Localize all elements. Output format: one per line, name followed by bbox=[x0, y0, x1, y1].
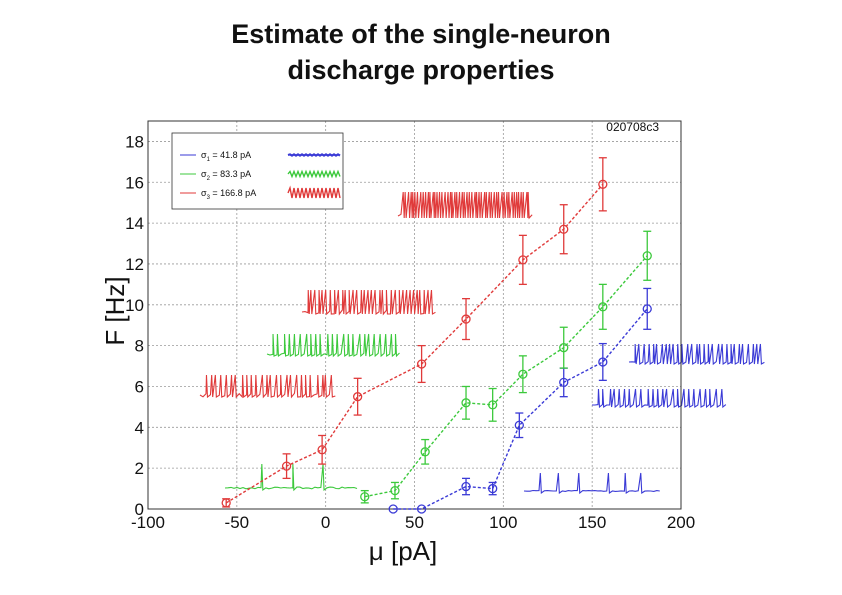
spike-trace bbox=[523, 472, 660, 495]
data-point bbox=[461, 481, 471, 492]
data-point bbox=[420, 447, 430, 457]
series-2 bbox=[360, 230, 652, 504]
data-point bbox=[360, 492, 370, 502]
x-axis-label: μ [pA] bbox=[369, 536, 437, 566]
spike-trace-insets bbox=[199, 191, 765, 495]
data-point bbox=[416, 359, 427, 369]
legend-box bbox=[171, 132, 344, 210]
data-point bbox=[352, 392, 363, 402]
y-tick-label: 12 bbox=[125, 255, 144, 274]
recording-id-annotation: 020708c3 bbox=[606, 120, 659, 134]
data-point bbox=[488, 483, 498, 494]
data-point bbox=[642, 251, 652, 261]
spike-trace bbox=[628, 343, 765, 366]
data-point bbox=[559, 343, 569, 353]
series-3 bbox=[221, 157, 608, 508]
legend-trace-swatch bbox=[287, 153, 341, 157]
y-tick-label: 8 bbox=[135, 337, 144, 356]
series-line bbox=[225, 183, 604, 504]
y-tick-label: 10 bbox=[125, 296, 144, 315]
legend: σ1 = 41.8 pA σ2 = 83.3 pA σ3 = 166.8 pA bbox=[171, 132, 344, 210]
data-point bbox=[461, 314, 471, 324]
data-point bbox=[388, 504, 398, 514]
chart-title-line-1: Estimate of the single-neuron bbox=[231, 19, 611, 49]
data-point bbox=[518, 255, 528, 265]
series-1 bbox=[388, 287, 652, 514]
data-point bbox=[488, 400, 498, 410]
data-point bbox=[642, 304, 652, 314]
data-point bbox=[461, 398, 471, 408]
y-tick-label: 4 bbox=[135, 418, 144, 437]
chart-title-line-2: discharge properties bbox=[287, 55, 555, 85]
legend-trace-swatch bbox=[287, 169, 341, 179]
y-tick-label: 2 bbox=[135, 459, 144, 478]
y-axis-label: F [Hz] bbox=[100, 276, 130, 345]
data-point bbox=[559, 377, 569, 388]
data-point bbox=[281, 461, 292, 471]
data-point bbox=[416, 504, 427, 514]
data-point bbox=[598, 179, 608, 189]
x-tick-label: 50 bbox=[405, 513, 424, 532]
data-point bbox=[514, 420, 524, 430]
y-tick-label: 18 bbox=[125, 132, 144, 151]
data-point bbox=[317, 445, 327, 455]
y-tick-label: 0 bbox=[135, 500, 144, 519]
data-point bbox=[559, 224, 569, 234]
spike-trace bbox=[301, 289, 436, 316]
tick-labels: -100 -50 0 50 100 150 200 0 2 4 6 8 10 12 14 16 18 bbox=[125, 132, 695, 532]
spike-trace bbox=[199, 374, 336, 399]
y-tick-label: 6 bbox=[135, 377, 144, 396]
y-tick-label: 16 bbox=[125, 173, 144, 192]
spike-trace bbox=[266, 333, 400, 358]
spike-trace bbox=[397, 191, 533, 220]
data-point bbox=[390, 485, 400, 496]
x-tick-label: 0 bbox=[321, 513, 330, 532]
legend-trace-swatch bbox=[287, 185, 341, 199]
data-series bbox=[221, 157, 652, 514]
x-tick-label: -100 bbox=[131, 513, 165, 532]
data-point bbox=[598, 302, 608, 312]
x-tick-label: 150 bbox=[578, 513, 606, 532]
x-tick-label: 100 bbox=[489, 513, 517, 532]
y-tick-label: 14 bbox=[125, 214, 144, 233]
x-tick-label: 200 bbox=[667, 513, 695, 532]
legend-label: σ3 = 166.8 pA bbox=[201, 188, 256, 201]
legend-label: σ2 = 83.3 pA bbox=[201, 169, 251, 182]
series-line bbox=[393, 308, 648, 510]
spike-trace bbox=[592, 388, 727, 409]
data-point bbox=[221, 498, 231, 508]
x-tick-label: -50 bbox=[225, 513, 250, 532]
data-point bbox=[518, 369, 528, 379]
data-point bbox=[598, 357, 608, 367]
legend-label: σ1 = 41.8 pA bbox=[201, 150, 251, 163]
